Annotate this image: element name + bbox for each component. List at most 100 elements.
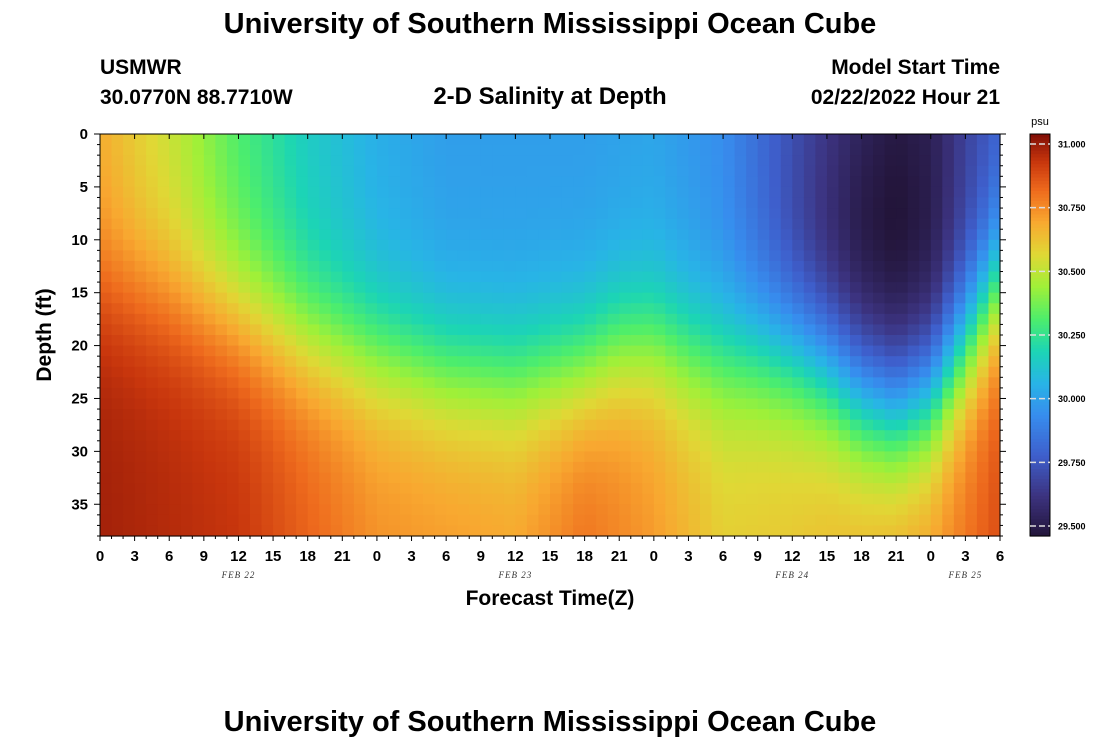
heatmap-cell bbox=[573, 303, 586, 315]
heatmap-cell bbox=[480, 239, 493, 251]
heatmap-cell bbox=[203, 335, 216, 347]
heatmap-cell bbox=[307, 377, 320, 389]
heatmap-cell bbox=[653, 409, 666, 421]
heatmap-cell bbox=[896, 292, 909, 304]
heatmap-cell bbox=[746, 398, 759, 410]
heatmap-cell bbox=[803, 461, 816, 474]
heatmap-cell bbox=[469, 197, 482, 209]
heatmap-cell bbox=[607, 229, 620, 241]
heatmap-cell bbox=[630, 324, 643, 336]
heatmap-cell bbox=[965, 525, 978, 537]
heatmap-cell bbox=[665, 271, 678, 283]
heatmap-cell bbox=[423, 313, 436, 326]
heatmap-cell bbox=[330, 176, 343, 188]
heatmap-cell bbox=[111, 377, 124, 389]
heatmap-cell bbox=[492, 451, 505, 463]
heatmap-cell bbox=[376, 472, 390, 484]
x-tick-label: 9 bbox=[200, 548, 208, 565]
heatmap-cell bbox=[861, 165, 874, 177]
heatmap-cell bbox=[884, 229, 897, 241]
heatmap-cell bbox=[446, 377, 459, 389]
heatmap-cell bbox=[596, 313, 609, 326]
heatmap-cell bbox=[596, 451, 609, 463]
heatmap-cell bbox=[896, 409, 909, 421]
heatmap-cell bbox=[988, 208, 1001, 220]
colorbar-segment bbox=[1030, 291, 1050, 296]
heatmap-cell bbox=[261, 345, 274, 357]
heatmap-cell bbox=[769, 271, 782, 283]
heatmap-cell bbox=[423, 335, 436, 347]
heatmap-cell bbox=[273, 461, 286, 474]
heatmap-cell bbox=[942, 155, 955, 167]
heatmap-cell bbox=[942, 313, 955, 326]
heatmap-cell bbox=[238, 250, 251, 262]
heatmap-cell bbox=[896, 451, 909, 463]
heatmap-cell bbox=[434, 292, 447, 304]
colorbar-segment bbox=[1030, 388, 1050, 393]
heatmap-cell bbox=[676, 250, 690, 262]
heatmap-cell bbox=[203, 461, 216, 474]
heatmap-cell bbox=[342, 144, 355, 156]
heatmap-cell bbox=[711, 440, 724, 452]
heatmap-cell bbox=[434, 271, 447, 283]
heatmap-cell bbox=[676, 525, 690, 537]
heatmap-cell bbox=[226, 419, 240, 431]
heatmap-cell bbox=[342, 282, 355, 294]
heatmap-cell bbox=[376, 208, 390, 220]
heatmap-cell bbox=[550, 324, 563, 336]
x-axis: 0 3 6 9 12 15 18 21 0 3 6 9 12 15 18 21 0 3 6 9 12 15 18 21 0 3 6F… bbox=[96, 134, 1004, 610]
heatmap-cell bbox=[423, 493, 436, 505]
heatmap-cell bbox=[907, 451, 920, 463]
heatmap-cell bbox=[169, 387, 182, 400]
heatmap-cell bbox=[538, 514, 551, 527]
heatmap-cell bbox=[261, 155, 274, 167]
heatmap-cell bbox=[192, 208, 205, 220]
colorbar-segment bbox=[1030, 425, 1050, 430]
heatmap-cell bbox=[515, 419, 528, 431]
heatmap-cell bbox=[157, 525, 170, 537]
heatmap-cell bbox=[180, 387, 193, 400]
heatmap-cell bbox=[826, 345, 840, 357]
heatmap-cell bbox=[538, 504, 551, 516]
heatmap-cell bbox=[688, 461, 701, 474]
heatmap-cell bbox=[180, 271, 193, 283]
heatmap-cell bbox=[619, 134, 632, 146]
heatmap-cell bbox=[907, 282, 920, 294]
heatmap-cell bbox=[988, 366, 1001, 378]
heatmap-cell bbox=[815, 472, 828, 484]
heatmap-cell bbox=[492, 208, 505, 220]
heatmap-cell bbox=[215, 250, 228, 262]
heatmap-cell bbox=[953, 493, 966, 505]
heatmap-cell bbox=[700, 398, 713, 410]
heatmap-cell bbox=[769, 493, 782, 505]
heatmap-cell bbox=[226, 409, 240, 421]
heatmap-cells bbox=[100, 134, 1001, 537]
heatmap-cell bbox=[584, 260, 597, 273]
heatmap-cell bbox=[319, 144, 332, 156]
heatmap-cell bbox=[469, 229, 482, 241]
heatmap-cell bbox=[388, 440, 401, 452]
heatmap-cell bbox=[192, 493, 205, 505]
heatmap-cell bbox=[469, 483, 482, 495]
heatmap-cell bbox=[734, 472, 747, 484]
heatmap-cell bbox=[238, 176, 251, 188]
colorbar-segment bbox=[1030, 237, 1050, 242]
heatmap-cell bbox=[261, 229, 274, 241]
heatmap-cell bbox=[134, 472, 147, 484]
heatmap-cell bbox=[480, 134, 493, 146]
heatmap-cell bbox=[492, 461, 505, 474]
heatmap-cell bbox=[330, 419, 343, 431]
heatmap-cell bbox=[746, 292, 759, 304]
heatmap-cell bbox=[215, 239, 228, 251]
heatmap-cell bbox=[619, 387, 632, 400]
heatmap-cell bbox=[192, 260, 205, 273]
heatmap-cell bbox=[723, 345, 736, 357]
heatmap-cell bbox=[676, 282, 690, 294]
heatmap-cell bbox=[100, 345, 113, 357]
heatmap-cell bbox=[180, 250, 193, 262]
heatmap-cell bbox=[596, 345, 609, 357]
heatmap-cell bbox=[826, 409, 840, 421]
heatmap-cell bbox=[815, 197, 828, 209]
heatmap-cell bbox=[884, 197, 897, 209]
heatmap-cell bbox=[596, 218, 609, 230]
